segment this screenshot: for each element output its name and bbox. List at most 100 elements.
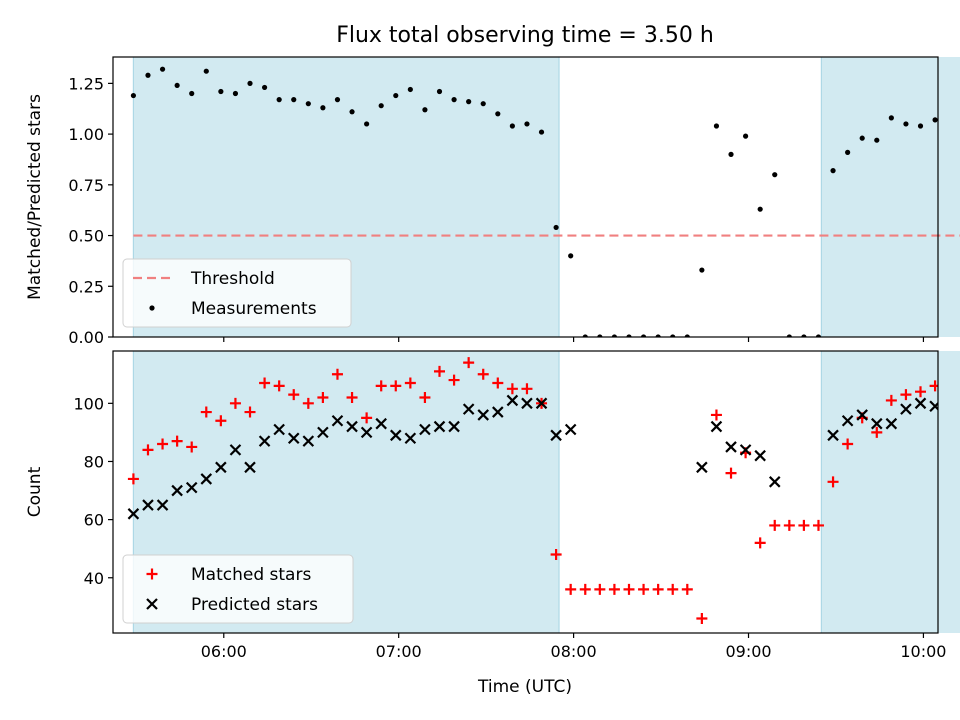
legend-marker (149, 305, 155, 311)
data-point (524, 121, 530, 127)
data-point (506, 383, 518, 395)
data-point (302, 397, 314, 409)
y-tick-label: 80 (84, 452, 104, 471)
data-point (597, 334, 603, 337)
series-predicted-stars (127, 394, 938, 520)
data-point (466, 99, 472, 105)
data-point (422, 107, 428, 113)
data-point (185, 481, 198, 494)
data-point (215, 461, 227, 474)
data-point (725, 467, 737, 479)
data-point (900, 389, 912, 401)
data-point (768, 476, 781, 488)
x-tick-label: 08:00 (551, 642, 597, 661)
data-point (842, 438, 854, 450)
y-tick-label: 0.75 (68, 176, 104, 195)
data-point (433, 420, 446, 433)
data-point (189, 90, 195, 97)
data-point (929, 400, 938, 413)
observing-window-band (821, 57, 960, 337)
data-point (477, 368, 489, 380)
y-axis-label: Count (25, 466, 45, 517)
data-point (655, 334, 661, 337)
axes-frame (112, 350, 939, 634)
data-point (331, 414, 344, 427)
data-point (786, 334, 792, 337)
legend-label: Threshold (190, 269, 275, 289)
data-point (564, 423, 577, 436)
legend: Threshold Measurements (122, 258, 352, 328)
x-tick-label: 10:00 (900, 642, 946, 661)
data-point (827, 476, 839, 488)
data-point (626, 334, 632, 337)
data-point (203, 68, 209, 74)
y-axis-label: Matched/Predicted stars (25, 94, 45, 300)
data-point (229, 444, 242, 456)
data-point (186, 441, 198, 453)
data-point (361, 412, 373, 424)
data-point (696, 612, 708, 624)
data-point (710, 420, 723, 433)
data-point (375, 380, 387, 392)
data-point (684, 334, 690, 337)
y-tick-label: 100 (73, 394, 104, 413)
data-point (915, 386, 927, 398)
data-point (506, 394, 519, 407)
data-point (845, 149, 851, 155)
data-point (451, 97, 457, 103)
data-point (670, 334, 676, 337)
data-point (477, 409, 490, 421)
data-point (640, 334, 647, 337)
data-point (623, 583, 635, 595)
data-point (448, 420, 460, 433)
data-point (492, 406, 504, 418)
data-point (127, 508, 140, 520)
data-point (229, 397, 241, 409)
data-point (798, 519, 810, 531)
data-point (349, 109, 355, 115)
data-point (142, 444, 154, 456)
data-point (830, 168, 836, 174)
data-point (772, 172, 778, 178)
data-point (856, 409, 868, 421)
legend-label: Predicted stars (191, 595, 318, 615)
data-point (218, 88, 224, 95)
data-point (171, 484, 183, 497)
data-point (728, 151, 734, 157)
data-point (710, 409, 722, 421)
panel-2: 40 60 80 100 06:00 07:00 08:00 09:00 10:00 Count M… (25, 350, 960, 661)
data-point (815, 334, 822, 337)
data-point (914, 397, 927, 410)
data-point (652, 583, 664, 595)
data-point (127, 473, 139, 485)
data-point (287, 432, 300, 444)
data-point (550, 549, 562, 561)
legend-label: Measurements (191, 299, 317, 319)
data-point (448, 374, 460, 386)
data-point (841, 414, 854, 427)
data-point (317, 392, 329, 404)
x-tick-label: 09:00 (725, 642, 771, 661)
data-point (276, 97, 282, 103)
data-point (812, 519, 824, 531)
data-point (390, 380, 402, 392)
series-matched-stars (127, 357, 938, 624)
data-point (579, 583, 591, 595)
data-point (261, 84, 268, 91)
chart-title: Flux total observing time = 3.50 h (336, 23, 714, 48)
data-point (291, 97, 297, 103)
data-point (258, 435, 271, 447)
data-point (346, 392, 358, 404)
data-point (174, 82, 180, 89)
data-point (378, 103, 384, 109)
data-point (320, 105, 326, 111)
data-point (145, 72, 151, 78)
data-point (463, 357, 475, 369)
observing-window-band (821, 351, 960, 633)
data-point (594, 583, 606, 595)
data-point (436, 88, 443, 95)
data-point (215, 415, 227, 427)
legend: Matched stars Predicted stars (122, 554, 354, 624)
data-point (389, 429, 402, 442)
legend-box (122, 258, 352, 328)
